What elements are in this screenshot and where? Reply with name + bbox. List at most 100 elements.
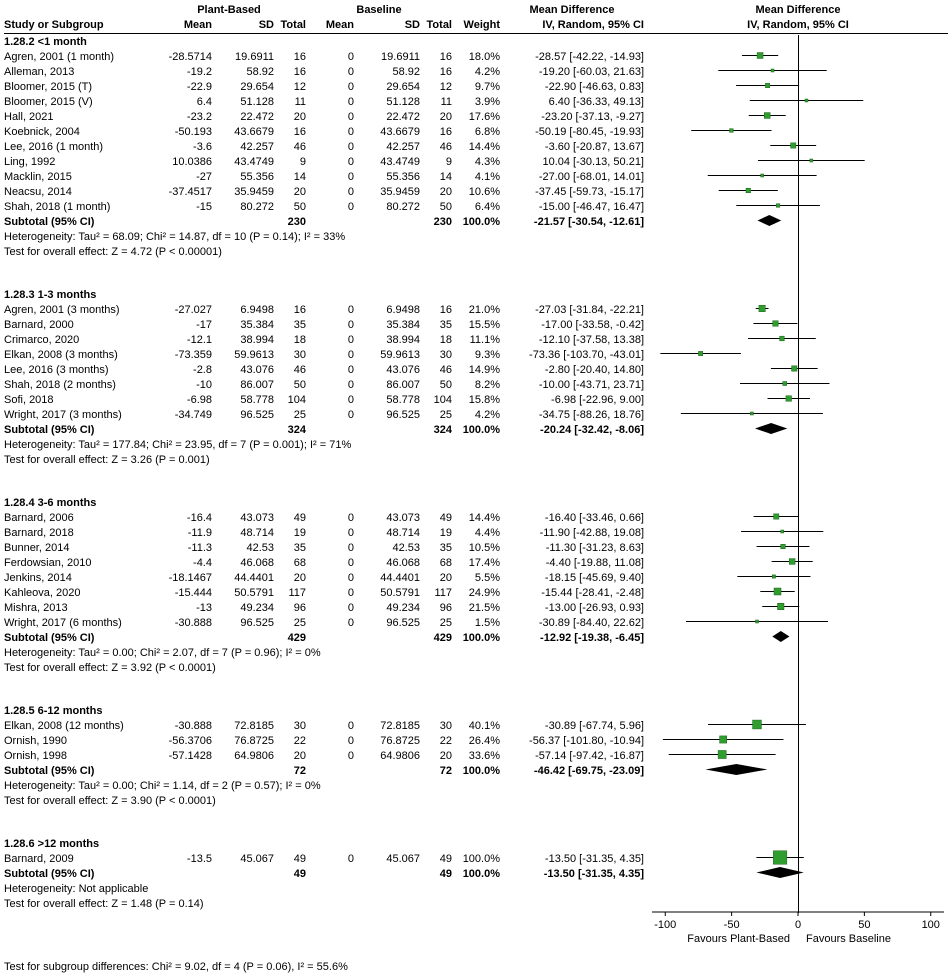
baseline-mean-cell: 0 bbox=[347, 734, 354, 747]
study-row: Lee, 2016 (3 months) -2.8 43.076 46 0 43.076 4… bbox=[4, 362, 948, 377]
weight-cell: 10.5% bbox=[468, 541, 500, 554]
subtotal-diamond bbox=[757, 214, 782, 226]
subtotal-weight: 100.0% bbox=[462, 215, 500, 228]
baseline-total-cell: 20 bbox=[439, 110, 452, 123]
baseline-mean-column-header: Mean bbox=[325, 18, 354, 31]
baseline-mean-cell: 0 bbox=[347, 170, 354, 183]
ci-marker bbox=[748, 335, 816, 341]
subtotal-weight: 100.0% bbox=[462, 423, 500, 436]
baseline-mean-cell: 0 bbox=[347, 333, 354, 346]
plant-mean-cell: -57.1428 bbox=[168, 749, 212, 762]
study-row: Crimarco, 2020 -12.1 38.994 18 0 38.994 18 11.1… bbox=[4, 332, 948, 347]
study-label: Elkan, 2008 (3 months) bbox=[4, 348, 118, 361]
baseline-mean-cell: 0 bbox=[347, 50, 354, 63]
study-row: Wright, 2017 (6 months) -30.888 96.525 25 0 9… bbox=[4, 615, 948, 630]
ci-text-cell: 6.40 [-36.33, 49.13] bbox=[548, 95, 644, 108]
study-row: Shah, 2018 (1 month) -15 80.272 50 0 80.272 50… bbox=[4, 199, 948, 214]
baseline-mean-cell: 0 bbox=[347, 303, 354, 316]
forest-rows: 1.28.2 <1 month Agren, 2001 (1 month) -28.… bbox=[4, 34, 948, 911]
weight-cell: 4.2% bbox=[474, 408, 500, 421]
ci-plot-cell bbox=[648, 153, 948, 171]
plant-total-cell: 20 bbox=[293, 749, 306, 762]
subtotal-plot-cell bbox=[648, 865, 948, 883]
ci-text-cell: -30.89 [-84.40, 22.62] bbox=[538, 616, 644, 629]
subtotal-label: Subtotal (95% CI) bbox=[4, 215, 95, 228]
subtotal-plant-total: 72 bbox=[293, 764, 306, 777]
baseline-total-cell: 35 bbox=[439, 541, 452, 554]
baseline-sd-cell: 42.53 bbox=[392, 541, 420, 554]
baseline-total-cell: 25 bbox=[439, 408, 452, 421]
weight-cell: 24.9% bbox=[468, 586, 500, 599]
study-label: Koebnick, 2004 bbox=[4, 125, 80, 138]
baseline-mean-cell: 0 bbox=[347, 511, 354, 524]
subgroup-header-row: 1.28.6 >12 months bbox=[4, 836, 948, 851]
study-label: Barnard, 2018 bbox=[4, 526, 74, 539]
subgroup-header-row: 1.28.2 <1 month bbox=[4, 34, 948, 49]
plant-total-cell: 35 bbox=[293, 318, 306, 331]
baseline-sd-cell: 6.9498 bbox=[386, 303, 420, 316]
study-label: Barnard, 2000 bbox=[4, 318, 74, 331]
subgroup-spacer bbox=[4, 675, 948, 703]
ci-marker bbox=[741, 51, 779, 59]
ci-plot-cell bbox=[648, 717, 948, 735]
study-label: Mishra, 2013 bbox=[4, 601, 68, 614]
footer-row: Test for subgroup differences: Chi² = 9.… bbox=[4, 959, 948, 974]
study-row: Sofi, 2018 -6.98 58.778 104 0 58.778 104 15.8% -… bbox=[4, 392, 948, 407]
plant-total-cell: 20 bbox=[293, 571, 306, 584]
subtotal-weight: 100.0% bbox=[462, 867, 500, 880]
plant-total-cell: 11 bbox=[294, 95, 306, 108]
plant-sd-cell: 50.5791 bbox=[234, 586, 274, 599]
plant-mean-cell: -6.98 bbox=[186, 393, 212, 406]
baseline-mean-cell: 0 bbox=[347, 348, 354, 361]
baseline-mean-cell: 0 bbox=[347, 200, 354, 213]
plant-mean-cell: -11.9 bbox=[187, 526, 212, 539]
plant-sd-cell: 55.356 bbox=[240, 170, 274, 183]
iv-plot-column-header: IV, Random, 95% CI bbox=[747, 18, 849, 31]
table-header: Plant-Based Baseline Mean Difference Mea… bbox=[4, 2, 948, 34]
study-row: Ferdowsian, 2010 -4.4 46.068 68 0 46.068 68 17.… bbox=[4, 555, 948, 570]
plant-mean-cell: -28.5714 bbox=[168, 50, 212, 63]
study-row: Ling, 1992 10.0386 43.4749 9 0 43.4749 9 4.3% 10… bbox=[4, 154, 948, 169]
weight-cell: 100.0% bbox=[462, 852, 500, 865]
plant-total-cell: 25 bbox=[293, 408, 306, 421]
baseline-mean-cell: 0 bbox=[347, 571, 354, 584]
heterogeneity-row: Heterogeneity: Not applicable bbox=[4, 881, 948, 896]
baseline-total-cell: 50 bbox=[439, 378, 452, 391]
study-row: Koebnick, 2004 -50.193 43.6679 16 0 43.6679 16… bbox=[4, 124, 948, 139]
plant-sd-cell: 35.9459 bbox=[234, 185, 274, 198]
ci-marker bbox=[691, 127, 772, 133]
heterogeneity-note: Heterogeneity: Tau² = 177.84; Chi² = 23.… bbox=[4, 438, 352, 451]
study-row: Elkan, 2008 (3 months) -73.359 59.9613 30 0 5… bbox=[4, 347, 948, 362]
ci-text-cell: -13.50 [-31.35, 4.35] bbox=[544, 852, 644, 865]
plant-total-cell: 104 bbox=[287, 393, 306, 406]
ci-plot-cell bbox=[648, 747, 948, 765]
ci-marker bbox=[718, 68, 827, 72]
subtotal-diamond bbox=[772, 630, 790, 642]
weight-cell: 10.6% bbox=[468, 185, 500, 198]
ci-plot-cell bbox=[648, 331, 948, 349]
ci-text-cell: -19.20 [-60.03, 21.63] bbox=[538, 65, 644, 78]
ci-text-cell: -37.45 [-59.73, -15.17] bbox=[535, 185, 644, 198]
plant-mean-cell: -22.9 bbox=[186, 80, 212, 93]
ci-plot-cell bbox=[648, 554, 948, 572]
weight-cell: 14.9% bbox=[468, 363, 500, 376]
subtotal-weight: 100.0% bbox=[462, 631, 500, 644]
study-label: Bunner, 2014 bbox=[4, 541, 70, 554]
weight-cell: 3.9% bbox=[474, 95, 500, 108]
ci-text-cell: -2.80 [-20.40, 14.80] bbox=[544, 363, 644, 376]
ci-plot-cell bbox=[648, 168, 948, 186]
weight-cell: 14.4% bbox=[468, 511, 500, 524]
study-label: Crimarco, 2020 bbox=[4, 333, 80, 346]
baseline-mean-cell: 0 bbox=[347, 125, 354, 138]
plant-total-cell: 16 bbox=[293, 65, 306, 78]
plant-total-cell: 49 bbox=[293, 511, 306, 524]
baseline-mean-cell: 0 bbox=[347, 155, 354, 168]
plant-sd-cell: 38.994 bbox=[240, 333, 274, 346]
ci-marker bbox=[748, 111, 786, 119]
ci-marker bbox=[707, 173, 817, 177]
subtotal-diamond bbox=[756, 866, 804, 878]
plant-sd-cell: 64.9806 bbox=[234, 749, 274, 762]
plant-mean-cell: -13 bbox=[196, 601, 212, 614]
study-row: Barnard, 2009 -13.5 45.067 49 0 45.067 49 100.0… bbox=[4, 850, 948, 866]
study-row: Lee, 2016 (1 month) -3.6 42.257 46 0 42.257 46… bbox=[4, 139, 948, 154]
